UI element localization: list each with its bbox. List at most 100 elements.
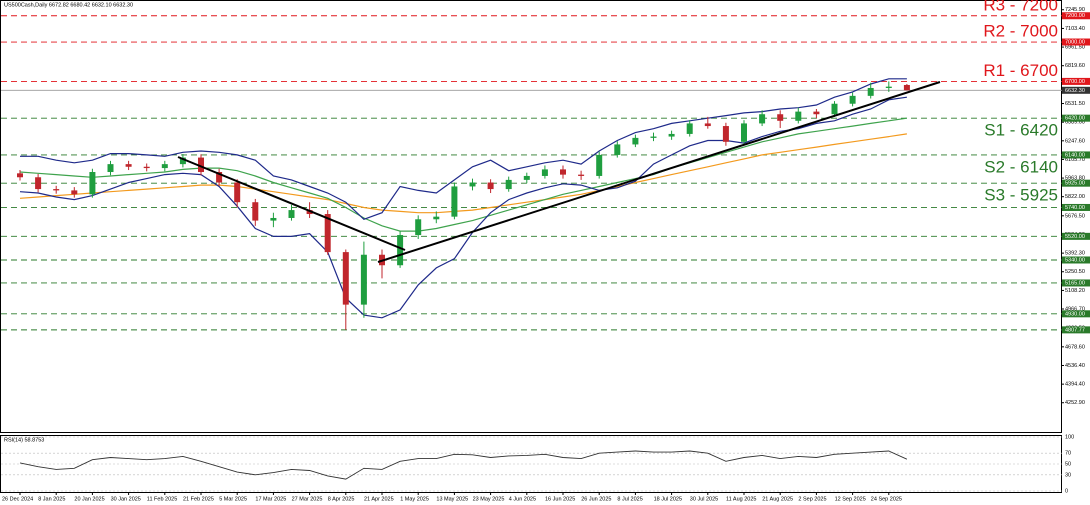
level-name: R2 - 7000 (983, 22, 1058, 41)
candle-body (722, 126, 729, 142)
candle-body (523, 175, 530, 180)
x-tick-label: 8 Apr 2025 (328, 496, 355, 502)
candle-body (89, 172, 96, 195)
candle-body (596, 154, 603, 176)
x-tick-label: 2 Sep 2025 (798, 496, 826, 502)
indicator-line (19, 96, 907, 319)
candle-body (831, 103, 838, 115)
level-tag-label: 6140.00 (1065, 152, 1085, 158)
x-tick-label: 26 Jun 2025 (581, 496, 611, 502)
level-tag-label: 5740.00 (1065, 205, 1085, 211)
y-tick-label: 4536.40 (1065, 363, 1085, 369)
y-tick-label: 5392.30 (1065, 251, 1085, 257)
x-tick-label: 21 Aug 2025 (762, 496, 793, 502)
level-tag (1062, 232, 1090, 240)
x-tick-label: 4 Jun 2025 (509, 496, 536, 502)
rsi-line (19, 450, 908, 480)
rsi-tick-label: 70 (1065, 451, 1071, 457)
candle-body (885, 86, 892, 88)
level-name: R1 - 6700 (983, 61, 1058, 80)
candle-body (614, 144, 621, 155)
y-tick-label: 6819.60 (1065, 63, 1085, 69)
candle-body (125, 164, 132, 167)
candle-body (813, 111, 820, 115)
x-tick-label: 16 Jun 2025 (545, 496, 575, 502)
x-tick-label: 11 Aug 2025 (726, 496, 756, 502)
x-tick-label: 21 Feb 2025 (183, 496, 214, 502)
y-tick-label: 5108.20 (1065, 288, 1085, 294)
level-name: R3 - 7200 (983, 0, 1058, 14)
plot-layer: 7245.90 7103.40 6961.50 6819.60 6531.50 6389.… (1, 7, 1085, 502)
level-tag-label: 6700.00 (1065, 79, 1085, 85)
level-tag (1062, 179, 1090, 187)
rsi-tick-label: 100 (1065, 434, 1074, 440)
level-tag-label: 6420.00 (1065, 116, 1085, 122)
x-tick-label: 30 Jan 2025 (111, 496, 141, 502)
y-tick-label: 4678.60 (1065, 344, 1085, 350)
candle-body (415, 219, 422, 236)
y-tick-label: 7103.40 (1065, 26, 1085, 32)
x-tick-label: 18 Jul 2025 (654, 496, 682, 502)
rsi-tick-label: 0 (1065, 488, 1068, 494)
candle-body (433, 216, 440, 220)
level-tag (1062, 38, 1090, 46)
last-price-label: 6632.30 (1065, 88, 1085, 94)
candle-body (71, 190, 78, 195)
level-tag (1062, 256, 1090, 264)
candle-body (198, 157, 204, 173)
x-tick-label: 5 Mar 2025 (219, 496, 247, 502)
candle-body (686, 123, 693, 134)
level-tag (1062, 326, 1090, 334)
candle-body (487, 182, 494, 190)
rsi-tick-label: 30 (1065, 472, 1071, 478)
candle-body (143, 166, 150, 169)
candle-body (741, 123, 747, 142)
candle-body (867, 87, 874, 96)
candle-body (324, 214, 331, 253)
x-tick-label: 13 May 2025 (436, 496, 468, 502)
candle-body (505, 179, 512, 190)
indicator-line (20, 78, 907, 220)
candle-body (469, 182, 476, 187)
candle-body (270, 217, 277, 221)
level-tag-label: 5340.00 (1065, 257, 1085, 263)
y-tick-label: 6531.50 (1065, 101, 1085, 107)
x-tick-label: 30 Jul 2025 (690, 496, 718, 502)
indicator-line (19, 117, 907, 232)
x-tick-label: 24 Sep 2025 (871, 496, 902, 502)
x-tick-label: 11 Feb 2025 (147, 496, 177, 502)
candle-body (360, 254, 367, 305)
candle-body (342, 252, 349, 305)
candle-body (234, 182, 241, 203)
level-tag-label: 4930.00 (1065, 311, 1085, 317)
level-tag (1062, 77, 1090, 85)
downtrend-line (177, 156, 406, 251)
candle-body (632, 137, 639, 145)
x-tick-label: 26 Dec 2024 (2, 496, 33, 502)
x-tick-label: 8 Jan 2025 (38, 496, 65, 502)
y-tick-label: 4966.70 (1065, 306, 1085, 312)
candle-body (560, 169, 566, 175)
y-tick-label: 6389.60 (1065, 120, 1085, 126)
y-tick-label: 5250.50 (1065, 269, 1085, 275)
y-tick-label: 6247.60 (1065, 138, 1085, 144)
y-tick-label: 6105.70 (1065, 157, 1085, 163)
last-price-tag (1062, 86, 1090, 94)
x-tick-label: 17 Mar 2025 (255, 496, 286, 502)
candle-body (795, 111, 802, 121)
x-tick-label: 21 Apr 2025 (364, 496, 394, 502)
level-tag-label: 7000.00 (1065, 39, 1085, 45)
level-tag (1062, 203, 1090, 211)
candle-body (252, 202, 259, 221)
level-name: S3 - 5925 (984, 186, 1058, 205)
candle-body (777, 114, 784, 121)
candle-body (216, 172, 223, 183)
candle-body (903, 84, 910, 91)
candle-body (668, 133, 675, 137)
candle-body (53, 189, 60, 191)
level-tag (1062, 151, 1090, 159)
x-tick-label: 1 May 2025 (400, 496, 429, 502)
candle-body (17, 173, 23, 178)
candle-body (541, 169, 548, 176)
